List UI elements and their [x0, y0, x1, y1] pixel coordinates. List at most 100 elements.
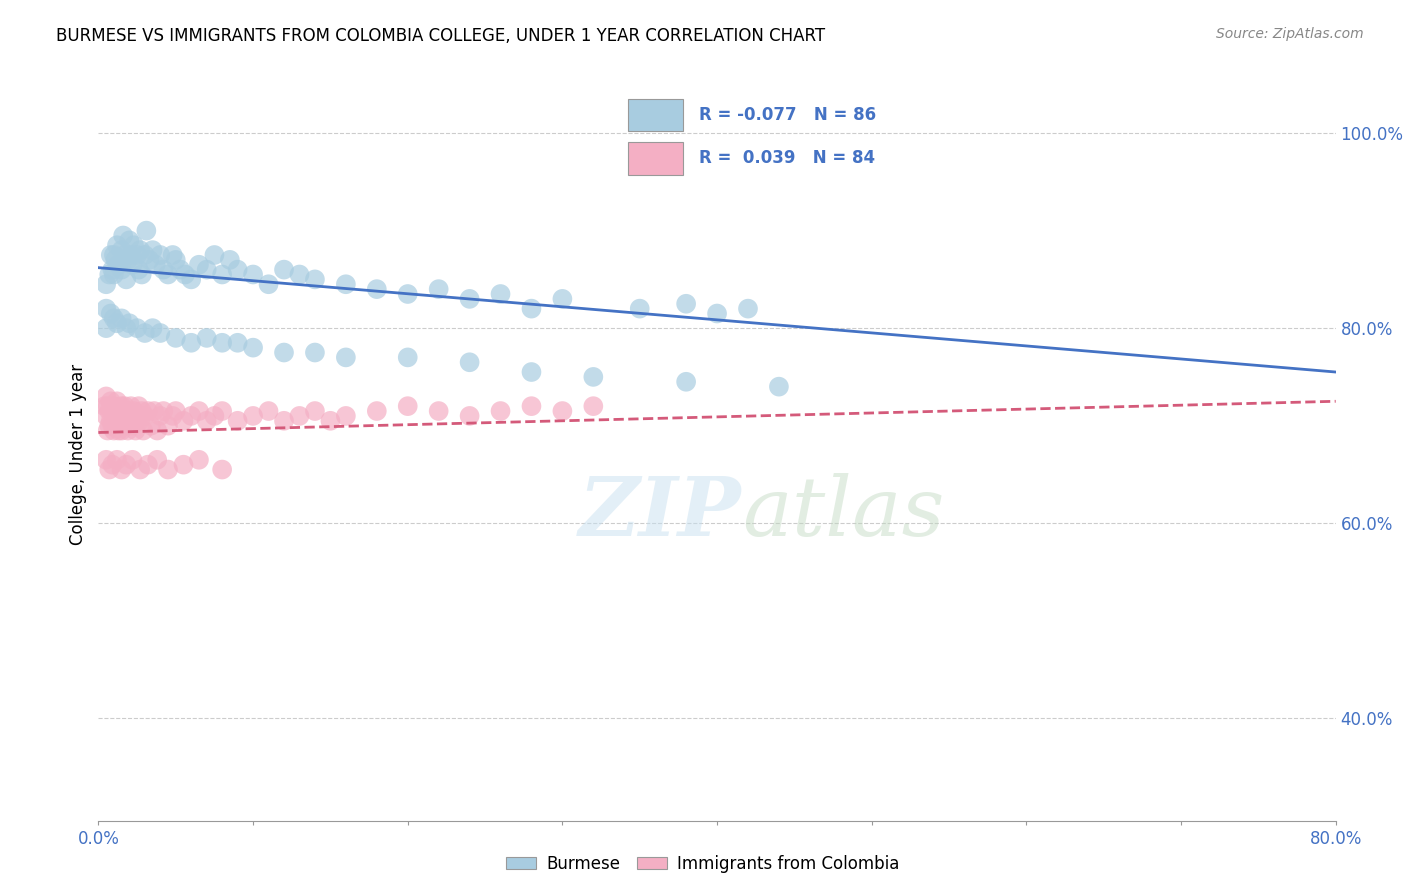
Point	[427, 282, 450, 296]
Point	[335, 409, 357, 423]
Point	[103, 268, 125, 282]
Point	[304, 272, 326, 286]
Point	[97, 424, 120, 438]
Point	[135, 224, 157, 238]
Point	[180, 335, 202, 350]
Point	[115, 414, 138, 428]
Point	[335, 277, 357, 292]
Text: ZIP: ZIP	[579, 474, 742, 553]
Point	[273, 262, 295, 277]
Point	[132, 424, 155, 438]
Point	[131, 404, 153, 418]
Point	[96, 321, 118, 335]
Point	[226, 335, 249, 350]
Point	[139, 418, 162, 433]
Point	[152, 262, 174, 277]
Point	[131, 268, 153, 282]
Point	[108, 409, 131, 423]
Point	[103, 424, 125, 438]
Point	[96, 409, 118, 423]
Point	[127, 248, 149, 262]
Point	[111, 311, 134, 326]
Point	[204, 248, 226, 262]
Point	[149, 248, 172, 262]
Point	[257, 404, 280, 418]
Point	[128, 399, 150, 413]
Point	[458, 292, 481, 306]
Point	[111, 262, 134, 277]
Point	[628, 301, 651, 316]
Point	[107, 258, 129, 272]
Point	[104, 252, 127, 267]
Point	[134, 409, 156, 423]
Point	[103, 248, 125, 262]
Point	[551, 404, 574, 418]
Point	[101, 418, 124, 433]
Point	[195, 414, 218, 428]
Point	[195, 262, 218, 277]
Point	[145, 258, 167, 272]
Point	[288, 268, 311, 282]
Point	[111, 399, 134, 413]
Point	[115, 404, 138, 418]
Point	[100, 414, 122, 428]
Point	[188, 452, 211, 467]
Point	[115, 458, 138, 472]
Point	[115, 272, 138, 286]
Point	[98, 404, 121, 418]
Point	[124, 424, 146, 438]
Text: BURMESE VS IMMIGRANTS FROM COLOMBIA COLLEGE, UNDER 1 YEAR CORRELATION CHART: BURMESE VS IMMIGRANTS FROM COLOMBIA COLL…	[56, 27, 825, 45]
Point	[257, 277, 280, 292]
Point	[366, 282, 388, 296]
Point	[105, 452, 128, 467]
Point	[396, 351, 419, 365]
Point	[112, 404, 135, 418]
Point	[138, 252, 160, 267]
Point	[242, 341, 264, 355]
Point	[121, 452, 143, 467]
Point	[142, 243, 165, 257]
Point	[127, 409, 149, 423]
Point	[122, 238, 145, 252]
Point	[157, 418, 180, 433]
Point	[188, 258, 211, 272]
Point	[335, 351, 357, 365]
Point	[211, 462, 233, 476]
Point	[226, 414, 249, 428]
Point	[582, 370, 605, 384]
Point	[129, 414, 152, 428]
Point	[96, 301, 118, 316]
Point	[105, 414, 128, 428]
Point	[101, 458, 124, 472]
Point	[768, 379, 790, 393]
Point	[162, 248, 184, 262]
Point	[93, 399, 115, 413]
Point	[180, 409, 202, 423]
Point	[134, 326, 156, 340]
Point	[396, 287, 419, 301]
Point	[489, 287, 512, 301]
Point	[226, 262, 249, 277]
Point	[146, 424, 169, 438]
Point	[458, 409, 481, 423]
Point	[427, 404, 450, 418]
Point	[121, 418, 143, 433]
Point	[129, 243, 152, 257]
Point	[165, 252, 187, 267]
Point	[100, 248, 122, 262]
Point	[120, 248, 142, 262]
Point	[520, 365, 543, 379]
Point	[165, 404, 187, 418]
Point	[127, 321, 149, 335]
Point	[169, 262, 191, 277]
Point	[117, 424, 139, 438]
Point	[211, 335, 233, 350]
Point	[173, 414, 195, 428]
Point	[101, 262, 124, 277]
Point	[114, 399, 136, 413]
Point	[157, 462, 180, 476]
Point	[319, 414, 342, 428]
Point	[706, 306, 728, 320]
Point	[111, 462, 134, 476]
Point	[107, 424, 129, 438]
